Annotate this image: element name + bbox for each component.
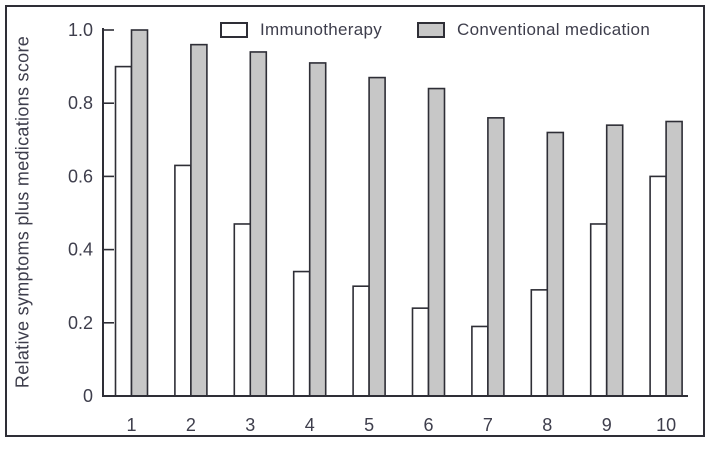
bar-conventional-medication-3 (249, 51, 268, 397)
x-axis-label-7: 7 (483, 415, 493, 435)
x-axis-label-5: 5 (364, 415, 374, 435)
bar-conventional-medication-9 (605, 124, 624, 397)
legend-item-immunotherapy: Immunotherapy (220, 20, 382, 40)
y-tick-label-0.6: 0.6 (68, 166, 93, 186)
x-axis-label-4: 4 (305, 415, 315, 435)
bar-conventional-medication-8 (546, 131, 565, 397)
x-axis-label-3: 3 (245, 415, 255, 435)
bar-conventional-medication-7 (487, 117, 505, 397)
bar-immunotherapy-2 (174, 164, 192, 397)
bar-conventional-medication-10 (665, 120, 683, 397)
bar-immunotherapy-1 (114, 65, 133, 397)
bar-immunotherapy-4 (292, 270, 311, 397)
y-tick-label-0: 0 (83, 386, 93, 406)
bar-conventional-medication-2 (190, 43, 208, 397)
bar-immunotherapy-7 (471, 325, 489, 397)
bar-immunotherapy-8 (530, 289, 549, 397)
bar-immunotherapy-9 (589, 223, 608, 397)
legend-swatch-conventional-medication (417, 22, 445, 38)
x-axis-label-10: 10 (656, 415, 676, 435)
figure-frame (5, 5, 705, 437)
y-axis-title: Relative symptoms plus medications score (12, 35, 33, 389)
x-axis-label-2: 2 (186, 415, 196, 435)
legend-swatch-immunotherapy (220, 22, 248, 38)
bar-immunotherapy-6 (411, 307, 430, 397)
y-tick-label-0.2: 0.2 (68, 313, 93, 333)
bar-immunotherapy-5 (352, 285, 370, 397)
legend-label-immunotherapy: Immunotherapy (260, 20, 383, 39)
bar-conventional-medication-5 (368, 76, 386, 397)
bar-conventional-medication-4 (308, 62, 327, 397)
x-axis-label-1: 1 (126, 415, 136, 435)
legend-item-conventional-medication: Conventional medication (417, 20, 650, 40)
x-axis-label-8: 8 (542, 415, 552, 435)
x-axis-label-6: 6 (423, 415, 433, 435)
y-tick-label-0.8: 0.8 (68, 93, 93, 113)
bar-immunotherapy-3 (233, 223, 252, 397)
legend-label-conventional-medication: Conventional medication (457, 20, 651, 39)
y-tick-label-1.0: 1.0 (68, 20, 93, 40)
x-axis-label-9: 9 (602, 415, 612, 435)
y-tick-label-0.4: 0.4 (68, 240, 93, 260)
bar-conventional-medication-1 (130, 29, 149, 397)
bar-immunotherapy-10 (649, 175, 667, 397)
bar-conventional-medication-6 (427, 87, 446, 397)
